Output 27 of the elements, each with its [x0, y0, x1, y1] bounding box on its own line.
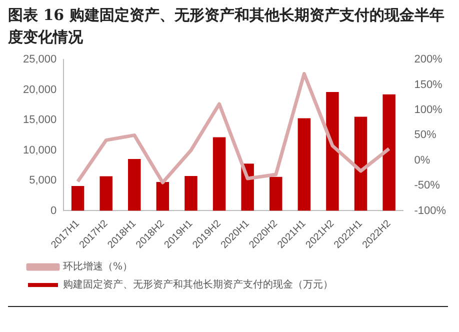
y-tick-label: 25,000 [22, 54, 57, 66]
y-tick-label: 10,000 [22, 144, 57, 156]
legend-label: 购建固定资产、无形资产和其他长期资产支付的现金（万元） [63, 278, 333, 291]
bar [71, 186, 84, 211]
bar [354, 116, 368, 211]
bar [212, 137, 226, 211]
bar [326, 92, 339, 211]
y-tick-label: 5,000 [29, 174, 57, 187]
y2-tick-label: -100% [414, 204, 446, 217]
bar [128, 159, 141, 211]
y2-tick-label: 200% [414, 54, 443, 66]
bar [270, 176, 282, 211]
y2-tick-label: 150% [414, 78, 443, 91]
bar [100, 176, 112, 211]
y2-tick-label: 100% [414, 104, 443, 116]
y2-tick-label: 0% [414, 154, 430, 166]
bar [382, 94, 396, 211]
chart-title: 图表 16 购建固定资产、无形资产和其他长期资产支付的现金半年度变化情况 [8, 5, 446, 48]
bar [156, 182, 170, 211]
y2-tick-label: -50% [414, 180, 440, 192]
legend-label: 环比增速（%） [63, 260, 133, 273]
y-tick-label: 20,000 [22, 84, 57, 96]
bar [184, 176, 198, 211]
y-tick-label: 15,000 [22, 114, 57, 126]
bar [298, 118, 311, 211]
y-tick-label: 0 [50, 204, 57, 217]
y2-tick-label: 50% [414, 129, 436, 142]
